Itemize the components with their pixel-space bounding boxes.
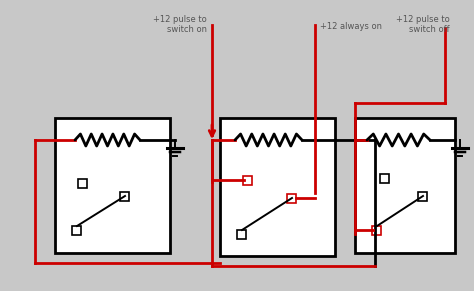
Text: +12 pulse to
switch off: +12 pulse to switch off: [396, 15, 450, 34]
Bar: [73, 226, 82, 235]
Bar: [120, 191, 129, 200]
Bar: [419, 191, 428, 200]
Bar: [288, 194, 297, 203]
Bar: [220, 118, 335, 256]
Bar: [244, 175, 253, 184]
Bar: [237, 230, 246, 239]
Bar: [355, 118, 455, 253]
Bar: [381, 173, 390, 182]
Bar: [373, 226, 382, 235]
Text: +12 pulse to
switch on: +12 pulse to switch on: [153, 15, 207, 34]
Bar: [79, 178, 88, 187]
Bar: [55, 118, 170, 253]
Text: +12 always on: +12 always on: [320, 22, 382, 31]
